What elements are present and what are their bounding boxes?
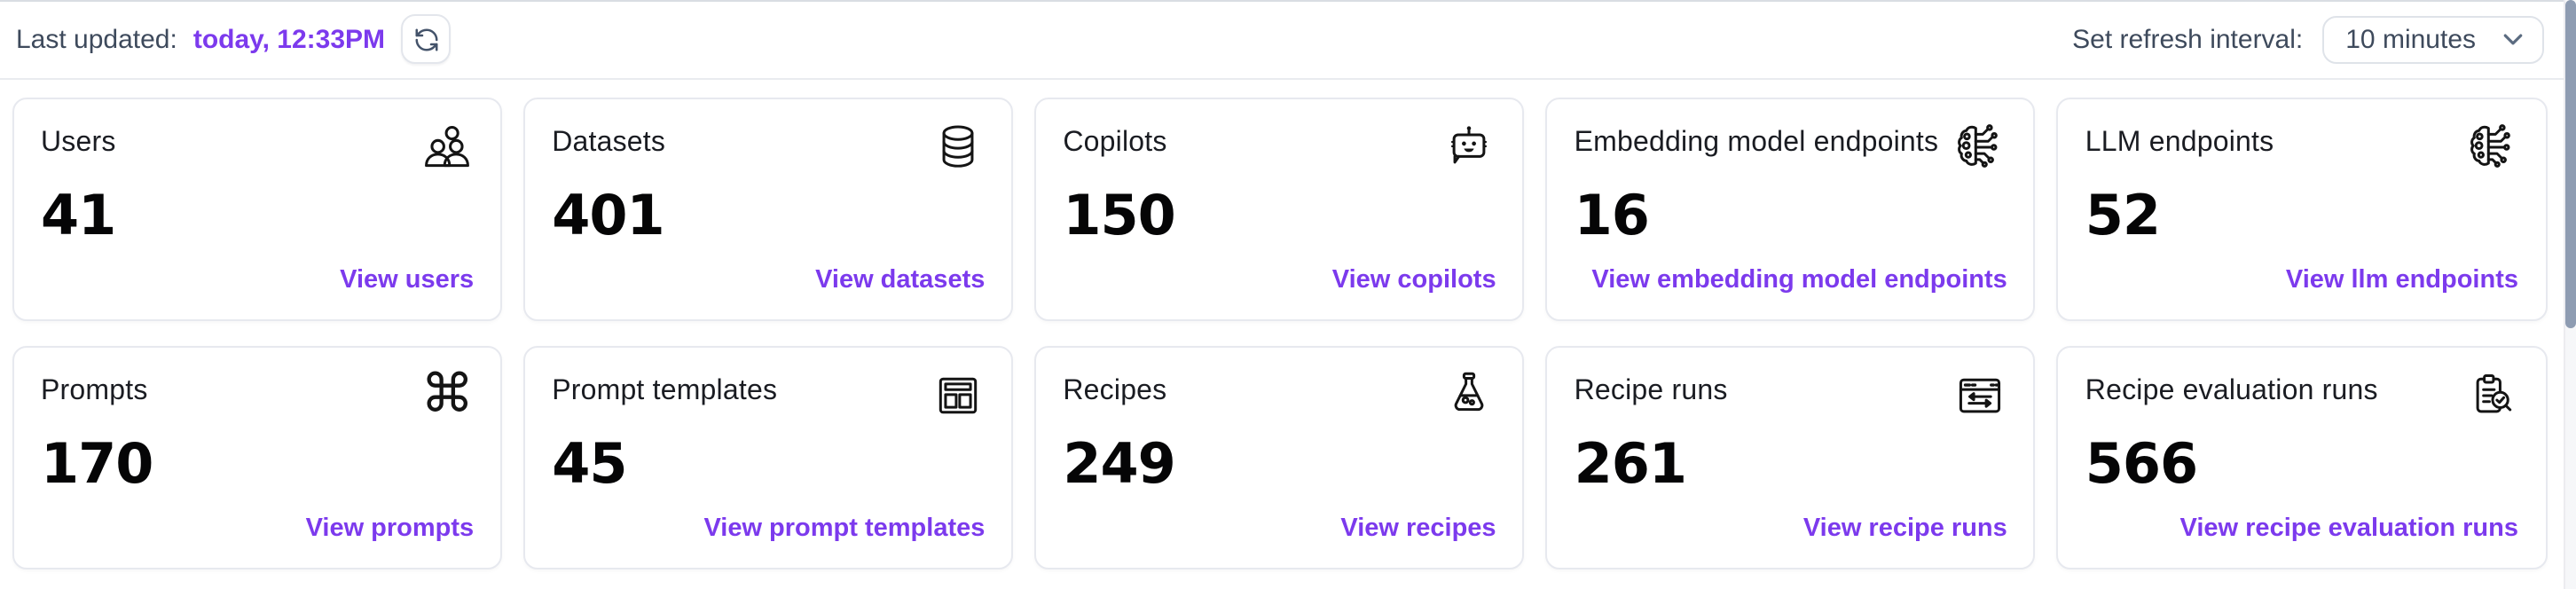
view-datasets-link[interactable]: View datasets [815, 266, 986, 294]
card-title: Prompts [41, 375, 148, 405]
brain-circuit-icon [2465, 120, 2518, 173]
view-prompts-link[interactable]: View prompts [305, 514, 475, 543]
view-prompt-templates-link[interactable]: View prompt templates [703, 514, 986, 543]
view-embedding-endpoints-link[interactable]: View embedding model endpoints [1591, 266, 2007, 294]
card-title: Recipes [1063, 375, 1167, 405]
brain-circuit-icon [1954, 120, 2007, 173]
view-llm-endpoints-link[interactable]: View llm endpoints [2285, 266, 2518, 294]
card-count: 261 [1574, 432, 1687, 496]
command-icon: ⌘ [420, 363, 475, 425]
layout-template-icon [931, 368, 985, 421]
card-prompts: Prompts ⌘ 170 View prompts [12, 345, 503, 569]
robot-chat-icon [1443, 120, 1496, 173]
refresh-interval: Set refresh interval: 10 minutes [2072, 15, 2543, 64]
card-title: Embedding model endpoints [1574, 127, 1939, 157]
last-updated: Last updated: today, 12:33PM [16, 14, 452, 65]
card-title: LLM endpoints [2085, 127, 2274, 157]
vertical-scrollbar[interactable] [2563, 0, 2576, 589]
card-count: 249 [1063, 432, 1175, 496]
view-copilots-link[interactable]: View copilots [1331, 266, 1496, 294]
card-title: Users [41, 127, 116, 157]
card-title: Prompt templates [552, 375, 778, 405]
card-title: Recipe runs [1574, 375, 1728, 405]
last-updated-value: today, 12:33PM [192, 24, 386, 55]
card-title: Recipe evaluation runs [2085, 375, 2378, 405]
clipboard-search-icon [2465, 368, 2518, 421]
view-users-link[interactable]: View users [340, 266, 475, 294]
card-recipe-runs: Recipe runs 261 View r [1545, 345, 2036, 569]
card-copilots: Copilots 150 [1034, 97, 1525, 321]
card-count: 45 [552, 432, 627, 496]
card-count: 41 [41, 184, 116, 247]
stats-grid: Users 41 View users [12, 97, 2547, 569]
view-recipe-runs-link[interactable]: View recipe runs [1802, 514, 2007, 543]
users-icon [420, 120, 474, 173]
view-recipe-evaluation-runs-link[interactable]: View recipe evaluation runs [2179, 514, 2518, 543]
card-embedding-endpoints: Embedding model endpoints [1545, 97, 2036, 321]
chevron-down-icon [2502, 34, 2522, 44]
view-recipes-link[interactable]: View recipes [1340, 514, 1496, 543]
card-count: 150 [1063, 184, 1175, 247]
refresh-interval-select[interactable]: 10 minutes [2322, 15, 2543, 64]
card-users: Users 41 View users [12, 97, 503, 321]
card-prompt-templates: Prompt templates 45 View prompt template… [523, 345, 1014, 569]
card-count: 170 [41, 432, 153, 496]
flask-icon [1443, 368, 1496, 421]
scrollbar-thumb[interactable] [2565, 0, 2576, 328]
refresh-interval-value: 10 minutes [2345, 24, 2476, 55]
window-sliders-icon [1954, 368, 2007, 421]
last-updated-label: Last updated: [16, 24, 177, 55]
refresh-icon [414, 28, 437, 51]
card-llm-endpoints: LLM endpoints [2056, 97, 2547, 321]
refresh-button[interactable] [401, 14, 452, 65]
card-count: 16 [1574, 184, 1650, 247]
topbar: Last updated: today, 12:33PM Set refresh… [0, 2, 2563, 79]
card-datasets: Datasets 401 View datasets [523, 97, 1014, 321]
card-count: 401 [552, 184, 664, 247]
refresh-interval-label: Set refresh interval: [2072, 24, 2304, 55]
card-count: 52 [2085, 184, 2161, 247]
card-count: 566 [2085, 432, 2198, 496]
card-recipes: Recipes 249 View recipes [1034, 345, 1525, 569]
card-title: Copilots [1063, 127, 1167, 157]
card-title: Datasets [552, 127, 666, 157]
database-icon [931, 120, 985, 173]
card-recipe-evaluation-runs: Recipe evaluation runs 566 View recip [2056, 345, 2547, 569]
